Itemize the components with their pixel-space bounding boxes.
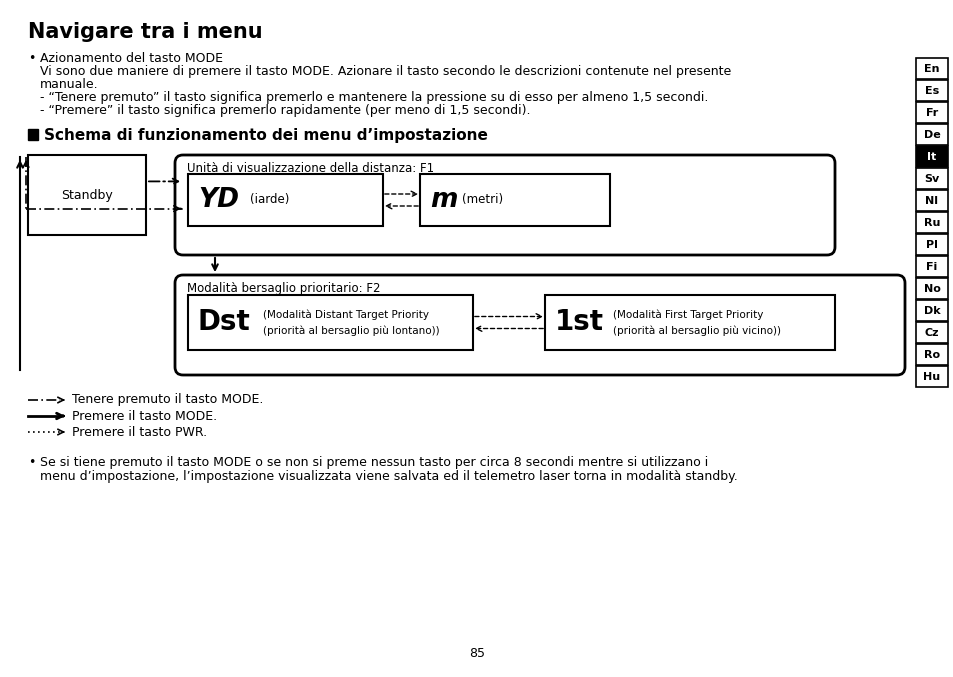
Bar [915,344,947,365]
Bar [915,146,947,167]
Text: (Modalità Distant Target Priority: (Modalità Distant Target Priority [263,309,429,320]
Bar [544,295,834,350]
Text: Dst: Dst [198,309,251,336]
Bar [915,212,947,233]
Bar [915,80,947,101]
Text: Es: Es [923,85,938,95]
Text: Azionamento del tasto MODE: Azionamento del tasto MODE [40,52,223,65]
Text: - “Tenere premuto” il tasto significa premerlo e mantenere la pressione su di es: - “Tenere premuto” il tasto significa pr… [40,91,708,104]
Text: It: It [926,152,936,162]
Text: (priorità al bersaglio più vicino)): (priorità al bersaglio più vicino)) [613,325,781,336]
Text: En: En [923,64,939,74]
Text: Pl: Pl [925,240,937,250]
Text: No: No [923,284,940,294]
Bar [915,256,947,277]
Text: Modalità bersaglio prioritario: F2: Modalità bersaglio prioritario: F2 [187,282,380,295]
Bar [188,295,473,350]
Text: Navigare tra i menu: Navigare tra i menu [28,22,262,42]
Bar [915,234,947,255]
Text: m: m [430,187,457,213]
Text: Unità di visualizzazione della distanza: F1: Unità di visualizzazione della distanza:… [187,162,434,175]
Text: Premere il tasto MODE.: Premere il tasto MODE. [71,410,217,422]
Text: menu d’impostazione, l’impostazione visualizzata viene salvata ed il telemetro l: menu d’impostazione, l’impostazione visu… [40,470,737,483]
Text: Se si tiene premuto il tasto MODE o se non si preme nessun tasto per circa 8 sec: Se si tiene premuto il tasto MODE o se n… [40,456,707,469]
Text: Sv: Sv [923,173,939,183]
Text: (priorità al bersaglio più lontano)): (priorità al bersaglio più lontano)) [263,325,439,336]
Bar [28,155,146,235]
Bar [915,190,947,211]
Text: Fr: Fr [925,108,937,118]
Text: Ru: Ru [923,217,940,227]
Text: - “Premere” il tasto significa premerlo rapidamente (per meno di 1,5 secondi).: - “Premere” il tasto significa premerlo … [40,104,530,117]
FancyBboxPatch shape [174,155,834,255]
Text: De: De [923,129,940,139]
Bar [915,366,947,387]
Text: (iarde): (iarde) [250,194,289,206]
Bar [915,102,947,123]
Text: Cz: Cz [923,328,939,338]
Text: Premere il tasto PWR.: Premere il tasto PWR. [71,426,207,439]
Text: Standby: Standby [61,188,112,202]
Bar [915,168,947,189]
Text: •: • [28,456,35,469]
Text: (Modalità First Target Priority: (Modalità First Target Priority [613,309,762,320]
Bar [188,174,382,226]
FancyBboxPatch shape [174,275,904,375]
Bar [915,322,947,343]
Text: Vi sono due maniere di premere il tasto MODE. Azionare il tasto secondo le descr: Vi sono due maniere di premere il tasto … [40,65,731,78]
Bar [419,174,609,226]
Bar [28,129,38,140]
Text: 85: 85 [469,647,484,660]
Text: Fi: Fi [925,261,937,271]
Bar [915,278,947,299]
Text: •: • [28,52,35,65]
Bar [915,300,947,321]
Text: Ro: Ro [923,349,939,359]
Text: Hu: Hu [923,372,940,382]
Bar [915,58,947,79]
Text: Schema di funzionamento dei menu d’impostazione: Schema di funzionamento dei menu d’impos… [44,128,487,143]
Text: Dk: Dk [923,305,940,315]
Text: Nl: Nl [924,196,938,206]
Text: Tenere premuto il tasto MODE.: Tenere premuto il tasto MODE. [71,393,263,406]
Text: 1st: 1st [555,309,603,336]
Text: YD: YD [198,187,239,213]
Text: manuale.: manuale. [40,78,98,91]
Text: (metri): (metri) [461,194,502,206]
Bar [915,124,947,145]
